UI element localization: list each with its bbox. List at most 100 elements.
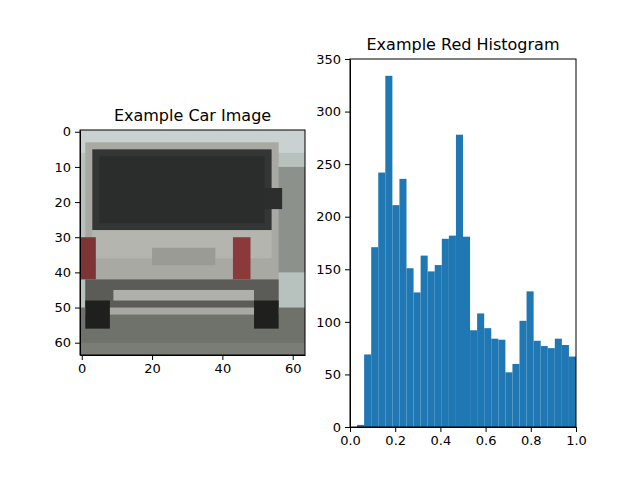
- tick-mark: [345, 164, 350, 165]
- image-region: [85, 301, 110, 329]
- image-region: [265, 188, 283, 209]
- tick-mark: [75, 343, 80, 344]
- bar: [555, 339, 562, 427]
- bar: [407, 268, 414, 427]
- tick: 60: [54, 335, 80, 350]
- tick: 40: [215, 355, 232, 376]
- tick: 350: [316, 52, 350, 67]
- tick-mark: [293, 355, 294, 360]
- image-region: [85, 142, 278, 314]
- tick-label: 0.2: [385, 433, 406, 448]
- image-region: [152, 248, 215, 266]
- x-axis: 0 20 40 60: [78, 355, 305, 376]
- bar: [541, 346, 548, 427]
- tick-mark: [345, 374, 350, 375]
- tick-label: 40: [54, 265, 71, 280]
- bar: [449, 236, 456, 427]
- image-region: [254, 301, 279, 329]
- tick-label: 20: [54, 195, 71, 210]
- image-region: [92, 149, 271, 230]
- tick-label: 30: [54, 230, 71, 245]
- tick: 0.4: [431, 427, 452, 448]
- frame: [350, 59, 576, 427]
- subplot: 0.00.20.40.60.81.0050100150200250300350E…: [316, 35, 587, 448]
- tick-mark: [345, 427, 350, 428]
- tick: 1.0: [566, 427, 587, 448]
- tick: 60: [285, 355, 302, 376]
- y-axis-line: [350, 60, 351, 428]
- tick-mark: [75, 167, 80, 168]
- bar: [491, 339, 498, 427]
- image-region: [80, 343, 305, 355]
- figure: 02040600102030405060Example Car Image0.0…: [0, 0, 640, 480]
- plot-area: [357, 76, 576, 427]
- bar: [505, 372, 512, 427]
- tick-mark: [82, 355, 83, 360]
- tick-mark: [576, 427, 577, 432]
- image-region: [233, 237, 251, 279]
- bar: [399, 179, 406, 427]
- title: Example Red Histogram: [367, 35, 560, 54]
- tick-label: 60: [54, 335, 71, 350]
- tick: 0: [78, 355, 86, 376]
- frame: [80, 130, 305, 355]
- bar: [435, 265, 442, 427]
- tick-mark: [440, 427, 441, 432]
- tick-mark: [345, 112, 350, 113]
- tick-mark: [75, 202, 80, 203]
- bar: [392, 205, 399, 427]
- image-region: [99, 156, 264, 223]
- tick: 0.6: [476, 427, 497, 448]
- bar: [520, 321, 527, 427]
- tick: 0: [63, 124, 80, 139]
- title: Example Car Image: [114, 106, 271, 125]
- tick-label: 1.0: [566, 433, 587, 448]
- tick-label: 350: [316, 52, 341, 67]
- tick: 150: [316, 262, 350, 277]
- tick-label: 0: [63, 124, 71, 139]
- x-axis: 0.0 0.2 0.4 0.6 0.8 1.0: [340, 427, 587, 448]
- tick: 0.8: [521, 427, 542, 448]
- tick: 20: [54, 195, 80, 210]
- bar: [414, 292, 421, 427]
- tick-label: 60: [285, 361, 302, 376]
- tick-mark: [350, 427, 351, 432]
- tick-label: 40: [215, 361, 232, 376]
- tick-mark: [75, 132, 80, 133]
- tick: 20: [144, 355, 161, 376]
- bar: [364, 354, 371, 427]
- bar: [484, 328, 491, 427]
- y-axis-line: [80, 131, 81, 356]
- y-axis: 050100150200250300350: [316, 52, 350, 435]
- tick-label: 0.6: [476, 433, 497, 448]
- image-region: [80, 237, 96, 279]
- image-region: [275, 167, 305, 272]
- bar: [534, 341, 541, 427]
- tick-label: 250: [316, 157, 341, 172]
- tick-label: 100: [316, 315, 341, 330]
- tick-mark: [152, 355, 153, 360]
- tick-mark: [345, 59, 350, 60]
- bar: [527, 291, 534, 427]
- tick: 200: [316, 209, 350, 224]
- bar: [428, 271, 435, 427]
- tick-label: 0.4: [431, 433, 452, 448]
- tick: 0.0: [340, 427, 361, 448]
- tick-label: 0.0: [340, 433, 361, 448]
- tick-mark: [345, 269, 350, 270]
- tick-label: 10: [54, 160, 71, 175]
- subplot: 02040600102030405060Example Car Image: [54, 106, 305, 376]
- tick-mark: [395, 427, 396, 432]
- bar: [498, 340, 505, 427]
- tick-mark: [486, 427, 487, 432]
- plot-area: [80, 130, 305, 355]
- x-axis-line: [81, 355, 306, 356]
- bar: [470, 330, 477, 427]
- tick-mark: [75, 237, 80, 238]
- tick-label: 0: [78, 361, 86, 376]
- bar: [477, 313, 484, 427]
- bar: [463, 237, 470, 427]
- tick-mark: [345, 217, 350, 218]
- tick: 30: [54, 230, 80, 245]
- tick: 250: [316, 157, 350, 172]
